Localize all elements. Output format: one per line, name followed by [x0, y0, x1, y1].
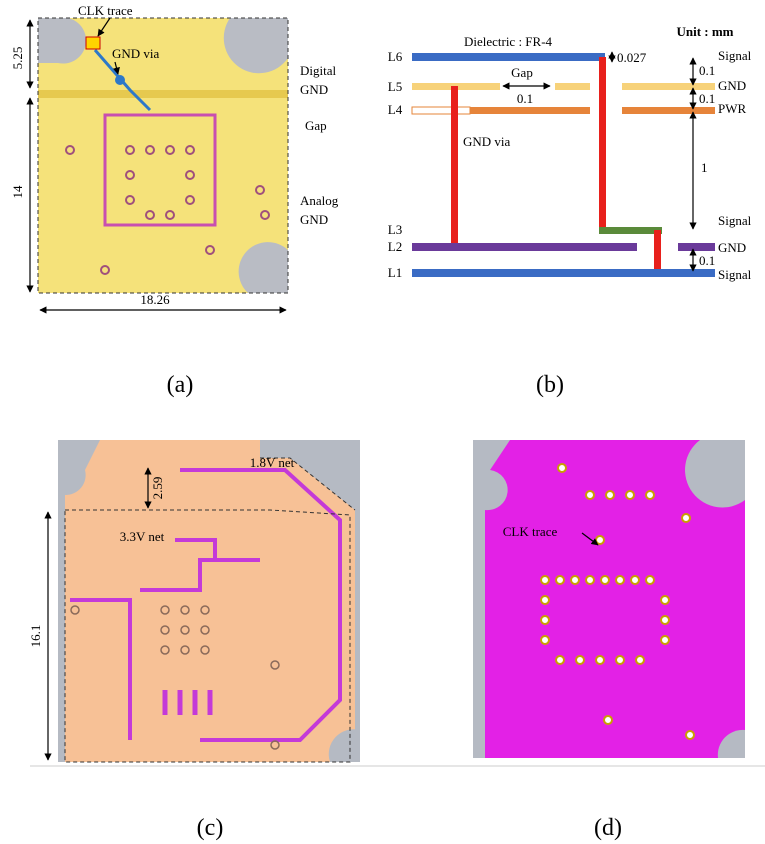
label: Dielectric : FR-4 [464, 34, 553, 49]
label: 3.3V net [120, 529, 165, 544]
layer-l4 [470, 107, 590, 114]
label: Gap [305, 118, 327, 133]
dimension: 16.1 [28, 625, 43, 648]
dimension: 2.59 [150, 477, 165, 500]
label: CLK trace [503, 524, 558, 539]
layer-l2 [678, 243, 715, 251]
gap-strip [38, 90, 288, 98]
layer-l3 [599, 227, 662, 234]
layer-role: PWR [718, 101, 747, 116]
layer-l6 [412, 53, 605, 61]
port [86, 37, 100, 49]
via [115, 75, 125, 85]
layer-l5 [555, 83, 590, 90]
layer-l1 [412, 269, 715, 277]
label: 1.8V net [250, 455, 295, 470]
layer-label: L1 [388, 265, 402, 280]
layer-l4 [412, 107, 470, 114]
layer-l5 [622, 83, 715, 90]
label: GND via [463, 134, 511, 149]
label: CLK trace [78, 3, 133, 18]
gnd-via [451, 86, 458, 246]
dimension: 5.25 [10, 47, 25, 70]
signal-via [654, 230, 661, 272]
panel-d: CLK trace (d) [473, 440, 745, 841]
layer-role: GND [718, 78, 746, 93]
label: GND via [112, 46, 160, 61]
figure: CLK trace GND via Digital GND Gap Analog… [0, 0, 765, 844]
caption: (c) [197, 815, 224, 841]
layer-label: L6 [388, 49, 403, 64]
label: GND [300, 212, 328, 227]
label: GND [300, 82, 328, 97]
dimension: 14 [10, 185, 25, 199]
layer-role: Signal [718, 213, 752, 228]
panel-b: Dielectric : FR-4 Unit : mm 0.027 Gap 0.… [388, 24, 752, 398]
layer-role: Signal [718, 48, 752, 63]
label: Unit : mm [676, 24, 733, 39]
label: Digital [300, 63, 336, 78]
dimension: 0.027 [617, 50, 647, 65]
layer-l4 [622, 107, 715, 114]
caption: (a) [167, 372, 194, 398]
layer-label: L2 [388, 239, 402, 254]
dimension: 18.26 [140, 292, 170, 307]
label: Analog [300, 193, 339, 208]
layer-label: L3 [388, 222, 402, 237]
panel-a: CLK trace GND via Digital GND Gap Analog… [10, 3, 339, 398]
signal-via [599, 57, 606, 233]
layer-role: Signal [718, 267, 752, 282]
layer-role: GND [718, 240, 746, 255]
cutout [38, 18, 86, 64]
layer-label: L5 [388, 79, 402, 94]
dimension: 0.1 [517, 91, 533, 106]
caption: (d) [594, 815, 622, 841]
dimension: 1 [701, 160, 708, 175]
dimension: 0.1 [699, 253, 715, 268]
dimension: 0.1 [699, 91, 715, 106]
layer-label: L4 [388, 102, 403, 117]
caption: (b) [536, 372, 564, 398]
dimension: 0.1 [699, 63, 715, 78]
panel-c: 2.59 16.1 1.8V net 3.3V net (c) [28, 440, 360, 841]
label: Gap [511, 65, 533, 80]
layer-l2 [412, 243, 637, 251]
